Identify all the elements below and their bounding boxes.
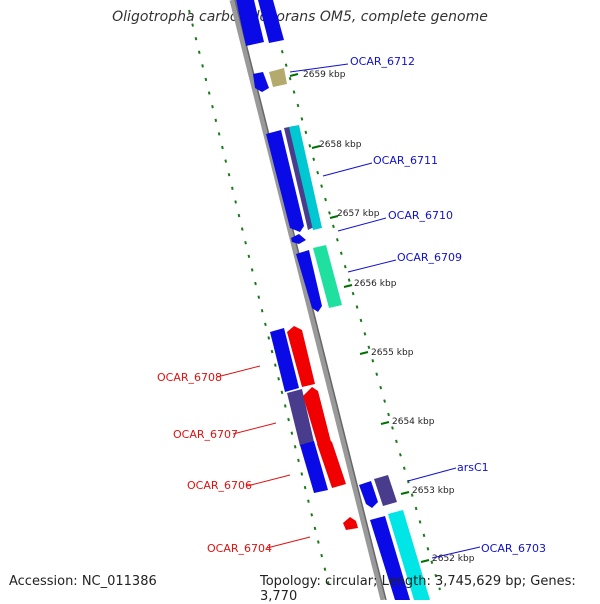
gene-label-ocar-6707[interactable]: OCAR_6707 xyxy=(173,428,238,441)
cds-feature-ocar-6703[interactable] xyxy=(370,510,430,600)
gene-label-ocar-6710[interactable]: OCAR_6710 xyxy=(388,209,453,222)
gene-label-ocar-6704[interactable]: OCAR_6704 xyxy=(207,542,272,555)
tick-label: 2659 kbp xyxy=(303,70,346,80)
gene-label-ocar-6703[interactable]: OCAR_6703 xyxy=(481,542,546,555)
cds-feature-ocar-6704[interactable] xyxy=(343,517,358,530)
cds-feature-ocar-6712[interactable] xyxy=(236,0,287,92)
gene-label-ocar-6706[interactable]: OCAR_6706 xyxy=(187,479,252,492)
tick-label: 2654 kbp xyxy=(392,417,435,427)
gene-label-ocar-6712[interactable]: OCAR_6712 xyxy=(350,55,415,68)
tick-label: 2652 kbp xyxy=(432,554,475,564)
gene-label-ocar-6711[interactable]: OCAR_6711 xyxy=(373,154,438,167)
accession-text: Accession: NC_011386 xyxy=(9,574,157,589)
cds-feature-arsC1[interactable] xyxy=(359,475,397,508)
gene-label-ocar-6709[interactable]: OCAR_6709 xyxy=(397,251,462,264)
tick-label: 2657 kbp xyxy=(337,209,380,219)
tick-label: 2658 kbp xyxy=(319,140,362,150)
gene-labels: OCAR_6712 OCAR_6711 OCAR_6710 OCAR_6709 … xyxy=(157,55,546,555)
tick-label: 2656 kbp xyxy=(354,279,397,289)
map-title: Oligotropha carboxidovorans OM5, complet… xyxy=(112,9,488,25)
tick-label: 2655 kbp xyxy=(371,348,414,358)
kbp-tick-labels: 2659 kbp 2658 kbp 2657 kbp 2656 kbp 2655… xyxy=(303,70,475,564)
gene-label-arsC1[interactable]: arsC1 xyxy=(457,461,489,474)
cds-feature-ocar-6711[interactable] xyxy=(266,125,322,244)
tick-label: 2653 kbp xyxy=(412,486,455,496)
cds-feature-ocar-6707[interactable] xyxy=(287,387,331,446)
kbp-ticks xyxy=(289,73,430,563)
label-leaders xyxy=(216,63,481,559)
genome-backbone xyxy=(229,0,387,600)
cds-feature-ocar-6708[interactable] xyxy=(270,326,315,392)
gene-label-ocar-6708[interactable]: OCAR_6708 xyxy=(157,371,222,384)
cds-feature-ocar-6706[interactable] xyxy=(300,437,346,493)
outer-scale-dots xyxy=(188,9,331,591)
inner-scale-dots xyxy=(269,9,441,591)
cds-feature-ocar-6709[interactable] xyxy=(296,245,342,312)
